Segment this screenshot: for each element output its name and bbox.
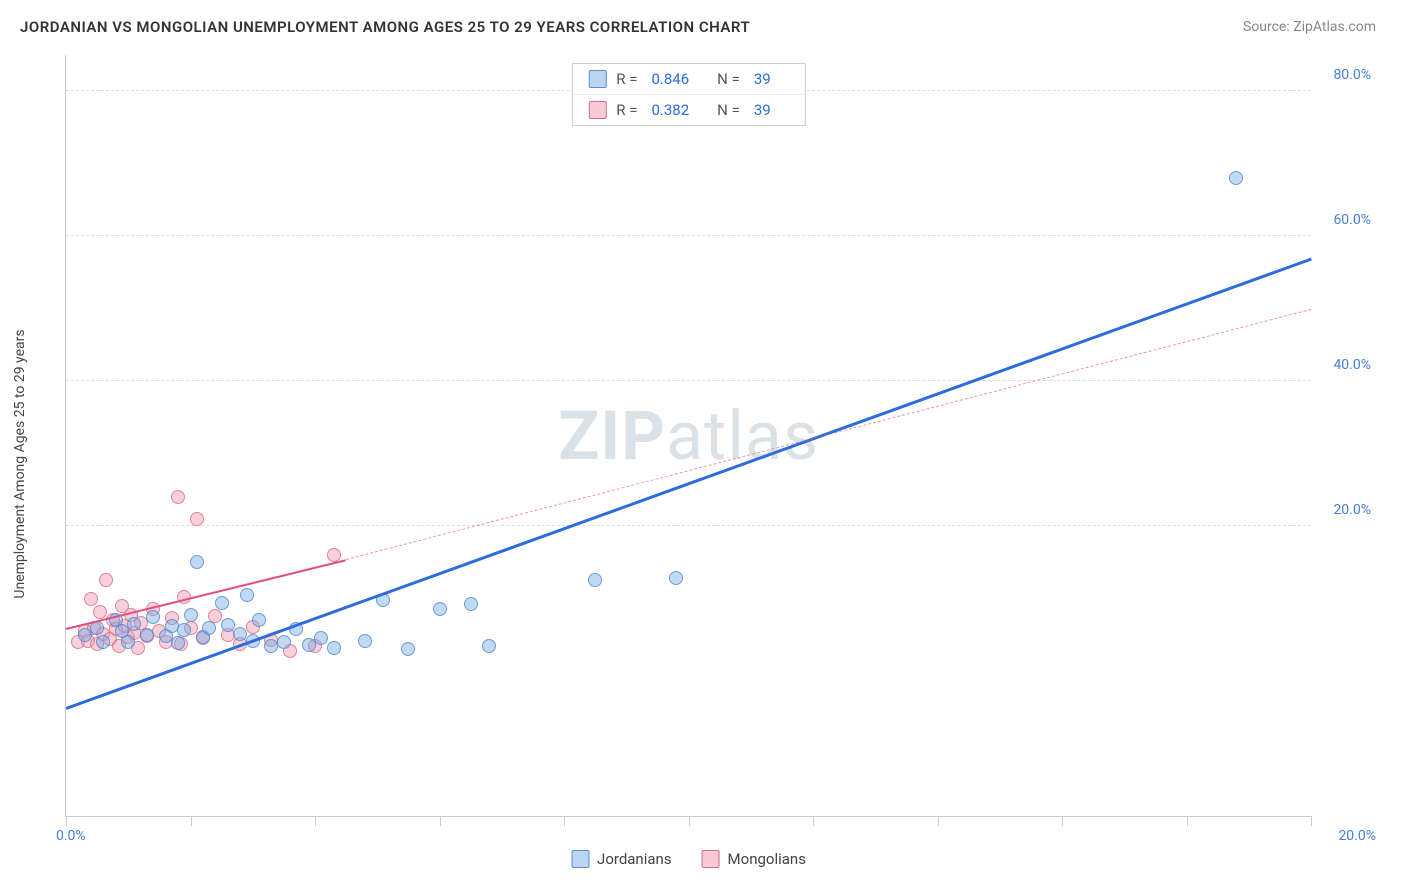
x-tick: [440, 816, 441, 826]
data-point: [327, 641, 341, 655]
data-point: [190, 512, 204, 526]
legend-item-mongolians: Mongolians: [702, 850, 806, 868]
data-point: [277, 635, 291, 649]
data-point: [221, 618, 235, 632]
x-tick: [315, 816, 316, 826]
data-point: [314, 631, 328, 645]
x-tick: [1062, 816, 1063, 826]
swatch-pink-icon: [702, 850, 720, 868]
data-point: [146, 610, 160, 624]
swatch-blue-icon: [571, 850, 589, 868]
data-point: [171, 490, 185, 504]
x-tick: [66, 816, 67, 826]
y-tick-label: 20.0%: [1333, 502, 1371, 518]
data-point: [588, 573, 602, 587]
swatch-blue-icon: [588, 70, 606, 88]
y-tick-label: 60.0%: [1333, 212, 1371, 228]
data-point: [177, 623, 191, 637]
x-tick: [689, 816, 690, 826]
data-point: [433, 602, 447, 616]
gridline: [66, 525, 1311, 526]
x-axis-max-label: 20.0%: [1338, 828, 1376, 844]
data-point: [140, 628, 154, 642]
correlation-legend: R = 0.846 N = 39 R = 0.382 N = 39: [571, 63, 805, 126]
x-tick: [191, 816, 192, 826]
trendline: [346, 309, 1311, 560]
plot-area: ZIPatlas R = 0.846 N = 39 R = 0.382 N = …: [65, 55, 1311, 817]
swatch-pink-icon: [588, 101, 606, 119]
data-point: [99, 573, 113, 587]
data-point: [127, 617, 141, 631]
data-point: [252, 613, 266, 627]
series-legend: Jordanians Mongolians: [571, 850, 806, 868]
x-tick: [564, 816, 565, 826]
data-point: [96, 635, 110, 649]
data-point: [202, 621, 216, 635]
data-point: [358, 634, 372, 648]
y-tick-label: 40.0%: [1333, 357, 1371, 373]
x-tick: [1187, 816, 1188, 826]
trendline: [66, 258, 1312, 710]
data-point: [482, 639, 496, 653]
data-point: [171, 636, 185, 650]
y-axis-label: Unemployment Among Ages 25 to 29 years: [12, 329, 28, 598]
trendline: [66, 559, 347, 630]
gridline: [66, 380, 1311, 381]
data-point: [240, 588, 254, 602]
data-point: [84, 592, 98, 606]
data-point: [190, 555, 204, 569]
legend-row-jordanians: R = 0.846 N = 39: [572, 64, 804, 94]
chart-title: JORDANIAN VS MONGOLIAN UNEMPLOYMENT AMON…: [20, 18, 750, 36]
data-point: [121, 635, 135, 649]
chart-container: Unemployment Among Ages 25 to 29 years Z…: [50, 55, 1386, 872]
data-point: [669, 571, 683, 585]
legend-item-jordanians: Jordanians: [571, 850, 672, 868]
data-point: [401, 642, 415, 656]
gridline: [66, 235, 1311, 236]
data-point: [184, 608, 198, 622]
legend-row-mongolians: R = 0.382 N = 39: [572, 94, 804, 125]
x-tick: [813, 816, 814, 826]
source-label: Source: ZipAtlas.com: [1243, 19, 1376, 35]
data-point: [215, 596, 229, 610]
y-tick-label: 80.0%: [1333, 67, 1371, 83]
x-axis-zero-label: 0.0%: [56, 828, 86, 844]
x-tick: [938, 816, 939, 826]
watermark: ZIPatlas: [558, 396, 819, 476]
data-point: [1229, 171, 1243, 185]
data-point: [464, 597, 478, 611]
x-tick: [1311, 816, 1312, 826]
